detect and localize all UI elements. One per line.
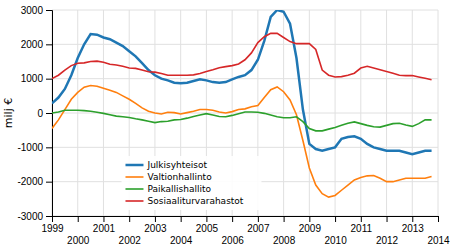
x-tick: 2001 (93, 216, 116, 234)
x-tick-label: 2001 (93, 223, 116, 234)
y-tick-label: -1000 (17, 142, 43, 153)
y-tick: 1000 (21, 73, 52, 84)
legend-label: Sosiaaliturvarahastot (147, 196, 243, 206)
x-tick-label: 1999 (41, 223, 64, 234)
legend-swatch (125, 200, 143, 202)
x-tick: 2012 (376, 216, 399, 246)
grid-line-y (52, 78, 438, 79)
x-tick-mark (284, 216, 285, 222)
x-tick: 2007 (247, 216, 270, 234)
series-line (52, 110, 432, 131)
x-tick: 2005 (196, 216, 219, 234)
y-tick-mark (46, 79, 52, 80)
x-tick-label: 2009 (299, 223, 322, 234)
x-tick-label: 2008 (273, 235, 296, 246)
x-tick: 2008 (273, 216, 296, 246)
x-tick-label: 2007 (247, 223, 270, 234)
y-tick: -1000 (17, 142, 52, 153)
y-tick: -3000 (17, 211, 52, 222)
y-tick: 2000 (21, 39, 52, 50)
legend-swatch (125, 164, 143, 167)
y-tick: 0 (37, 108, 52, 119)
grid (52, 10, 438, 216)
x-tick-mark (232, 216, 233, 222)
x-tick: 2004 (170, 216, 193, 246)
y-tick-mark (46, 44, 52, 45)
y-tick-mark (46, 10, 52, 11)
legend-label: Julkisyhteisot (146, 160, 207, 170)
x-tick: 2006 (222, 216, 245, 246)
y-tick-label: 3000 (21, 5, 44, 16)
legend-background (121, 156, 261, 210)
grid-line-y (52, 10, 438, 11)
x-tick: 2003 (144, 216, 167, 234)
y-tick-label: -3000 (17, 211, 43, 222)
x-tick-label: 2011 (351, 223, 373, 234)
y-tick: 3000 (21, 5, 52, 16)
legend-item: Valtionhallinto (125, 172, 212, 182)
x-tick-mark (335, 216, 336, 222)
x-tick-mark (129, 216, 130, 222)
x-tick-mark (258, 216, 259, 222)
legend-swatch (125, 176, 143, 178)
y-tick-mark (46, 182, 52, 183)
x-tick-label: 2012 (376, 235, 399, 246)
legend-item: Paikallishallito (125, 184, 211, 194)
x-tick-label: 2010 (324, 235, 347, 246)
x-tick-mark (361, 216, 362, 222)
x-tick-mark (412, 216, 413, 222)
legend-label: Valtionhallinto (147, 172, 212, 182)
grid-line-y (52, 147, 438, 148)
x-tick-label: 2003 (144, 223, 167, 234)
x-tick-mark (78, 216, 79, 222)
y-tick-mark (46, 216, 52, 217)
x-tick-label: 2004 (170, 235, 193, 246)
x-tick-mark (309, 216, 310, 222)
x-tick-label: 2000 (67, 235, 90, 246)
y-tick-label: 0 (37, 108, 43, 119)
legend: Julkisyhteisot Valtionhallinto Paikallisha… (121, 156, 261, 210)
y-tick-label: 1000 (21, 73, 44, 84)
grid-line-y (52, 44, 438, 45)
x-tick-label: 2014 (427, 235, 450, 246)
y-tick-mark (46, 113, 52, 114)
x-tick-mark (103, 216, 104, 222)
x-tick-mark (206, 216, 207, 222)
y-axis: -3000 -2000 -1000 0 1000 2000 3000 (17, 5, 52, 222)
y-tick-label: 2000 (21, 39, 44, 50)
chart-svg: 1999200020012002200320042005200620072008… (0, 0, 454, 252)
x-tick-mark (155, 216, 156, 222)
x-tick-mark (387, 216, 388, 222)
y-tick: -2000 (17, 176, 52, 187)
series-line (52, 33, 432, 79)
x-tick: 1999 (41, 216, 64, 234)
x-tick: 2009 (299, 216, 322, 234)
x-tick-label: 2005 (196, 223, 219, 234)
x-tick: 2010 (324, 216, 347, 246)
y-axis-title: milj € (2, 98, 15, 128)
plot-area: 1999200020012002200320042005200620072008… (17, 5, 450, 246)
y-tick-mark (46, 147, 52, 148)
x-tick: 2013 (402, 216, 425, 234)
x-tick-label: 2013 (402, 223, 425, 234)
series-line (52, 10, 432, 154)
x-tick-label: 2002 (119, 235, 142, 246)
legend-label: Paikallishallito (147, 184, 211, 194)
x-tick: 2002 (119, 216, 142, 246)
axis-line (53, 217, 439, 223)
x-tick: 2000 (67, 216, 90, 246)
x-tick-label: 2006 (222, 235, 245, 246)
x-tick-mark (181, 216, 182, 222)
x-tick: 2014 (427, 216, 450, 246)
y-tick-label: -2000 (17, 176, 43, 187)
x-axis: 1999200020012002200320042005200620072008… (41, 216, 450, 246)
legend-item: Julkisyhteisot (125, 160, 207, 170)
legend-item: Sosiaaliturvarahastot (125, 196, 243, 206)
legend-swatch (125, 188, 143, 190)
x-tick-mark (438, 216, 439, 222)
axis-line (46, 11, 53, 217)
chart-container: 1999200020012002200320042005200620072008… (0, 0, 454, 252)
x-tick: 2011 (351, 216, 373, 234)
